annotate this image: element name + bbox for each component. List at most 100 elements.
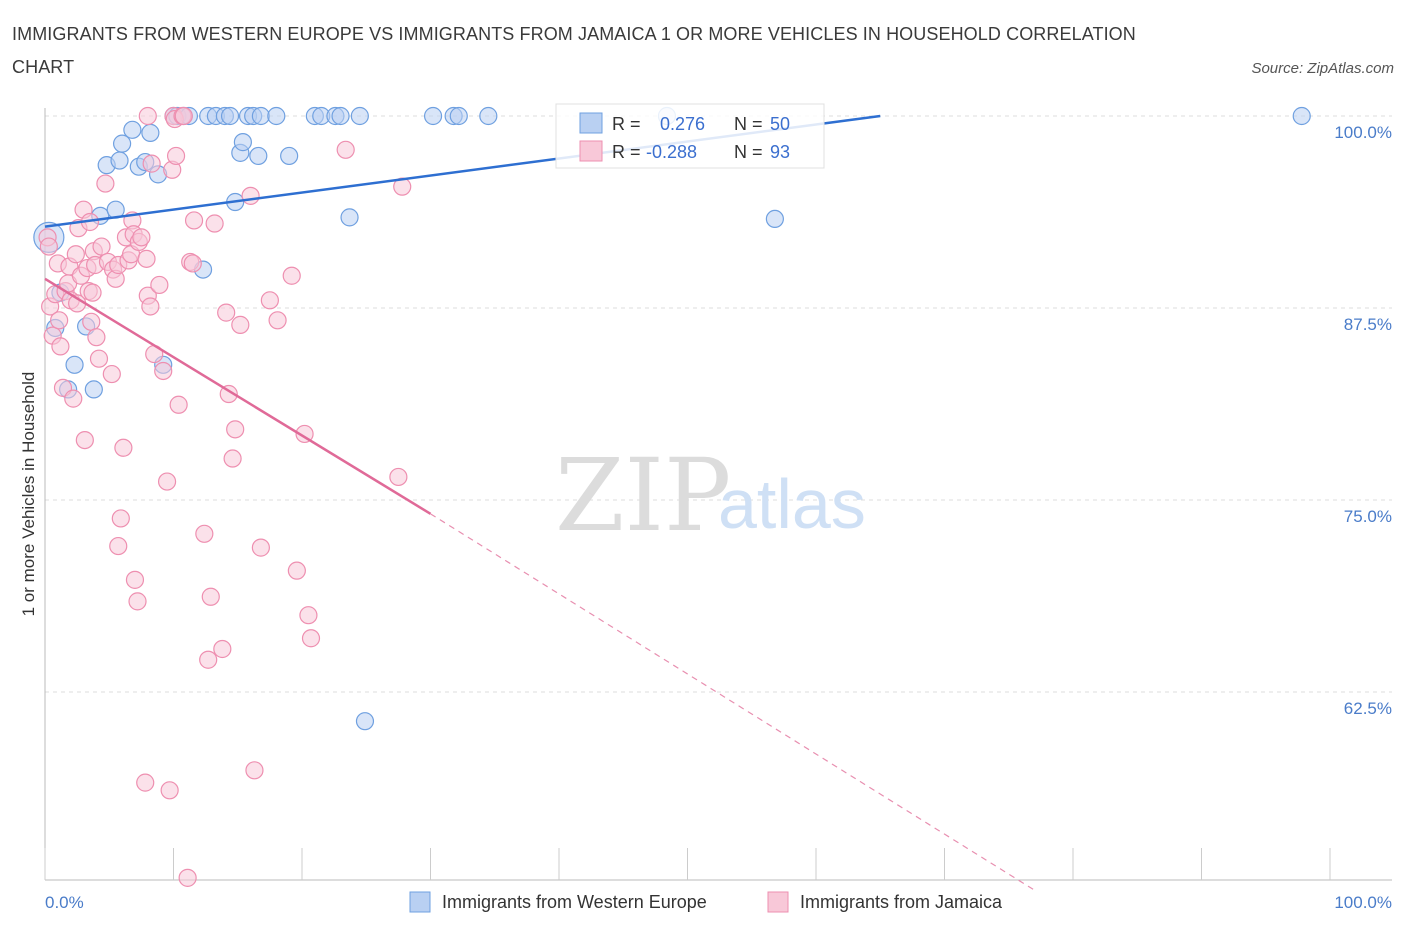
legend-label-jamaica: Immigrants from Jamaica xyxy=(800,892,1003,912)
point-series1-69 xyxy=(184,211,204,230)
data-points xyxy=(33,106,1311,887)
watermark: ZIP atlas xyxy=(555,437,866,554)
trend-line-series1 xyxy=(44,277,432,515)
point-series0-42 xyxy=(355,712,375,731)
point-series1-36 xyxy=(111,509,130,528)
point-series1-6 xyxy=(50,311,69,330)
point-series0-49 xyxy=(1292,106,1311,126)
point-series1-71 xyxy=(199,650,218,669)
point-series1-45 xyxy=(128,592,147,611)
point-series1-1 xyxy=(39,237,58,256)
point-series1-49 xyxy=(137,249,156,268)
point-series1-44 xyxy=(125,570,145,589)
point-series1-37 xyxy=(114,438,133,457)
stats-n-value-western-europe: 50 xyxy=(770,114,790,134)
point-series1-83 xyxy=(260,291,279,310)
point-series1-28 xyxy=(89,349,109,368)
point-series1-14 xyxy=(66,245,85,264)
point-series0-34 xyxy=(267,106,286,126)
point-series1-80 xyxy=(241,186,260,205)
point-series1-32 xyxy=(102,364,121,384)
point-series0-32 xyxy=(249,146,268,166)
point-series0-29 xyxy=(233,133,252,152)
stats-n-value-jamaica: 93 xyxy=(770,142,790,162)
y-tick-label-3: 62.5% xyxy=(1344,699,1392,718)
point-series0-40 xyxy=(340,208,359,227)
point-series1-24 xyxy=(83,283,102,302)
point-series1-76 xyxy=(219,384,238,404)
chart-title: IMMIGRANTS FROM WESTERN EUROPE VS IMMIGR… xyxy=(12,24,1136,77)
point-series1-81 xyxy=(245,761,264,780)
trend-line-dashed-series1 xyxy=(430,513,1035,891)
legend-swatch-jamaica xyxy=(767,891,789,913)
point-series1-66 xyxy=(178,868,197,887)
point-series0-48 xyxy=(765,209,784,229)
point-series0-4 xyxy=(65,355,84,374)
point-series1-72 xyxy=(201,587,220,606)
x-tick-label-1: 100.0% xyxy=(1334,893,1392,912)
stats-r-label-jamaica: R = xyxy=(612,142,641,162)
point-series1-84 xyxy=(268,311,287,330)
point-series1-74 xyxy=(213,639,232,659)
stats-n-label-jamaica: N = xyxy=(734,142,763,162)
point-series1-73 xyxy=(205,214,224,233)
stats-swatch-western-europe xyxy=(579,112,603,134)
point-series0-15 xyxy=(141,123,160,142)
point-series1-82 xyxy=(251,538,270,557)
point-series0-26 xyxy=(220,106,240,126)
point-series1-65 xyxy=(174,106,193,126)
point-series1-54 xyxy=(138,106,157,126)
point-series0-12 xyxy=(123,120,142,139)
point-series1-19 xyxy=(75,430,94,450)
point-series0-35 xyxy=(280,146,299,166)
point-series0-6 xyxy=(84,380,103,399)
point-series1-89 xyxy=(301,629,321,648)
legend-swatch-western-europe xyxy=(409,891,431,913)
point-series1-29 xyxy=(92,237,111,256)
point-series1-57 xyxy=(157,472,177,491)
point-series0-39 xyxy=(331,106,350,126)
point-series1-7 xyxy=(51,337,70,356)
y-axis-label: 1 or more Vehicles in Household xyxy=(19,372,38,617)
x-tick-labels: 0.0% 100.0% xyxy=(45,893,1392,912)
point-series1-77 xyxy=(223,449,242,468)
bottom-legend: Immigrants from Western Europe Immigrant… xyxy=(409,891,1003,913)
trend-lines xyxy=(44,114,1035,891)
point-series1-68 xyxy=(183,254,202,273)
point-series1-79 xyxy=(231,315,250,334)
point-series1-88 xyxy=(299,606,318,625)
point-series1-75 xyxy=(217,303,236,322)
point-series1-51 xyxy=(141,297,160,316)
stats-r-label-western-europe: R = xyxy=(612,114,641,134)
point-series1-13 xyxy=(64,389,83,408)
point-series1-56 xyxy=(154,361,173,381)
source-label: Source: ZipAtlas.com xyxy=(1251,60,1394,77)
watermark-atlas: atlas xyxy=(718,465,866,543)
point-series0-33 xyxy=(251,106,270,126)
watermark-zip: ZIP xyxy=(555,437,731,554)
point-series0-45 xyxy=(449,106,468,126)
point-series1-38 xyxy=(109,536,128,556)
y-tick-label-0: 100.0% xyxy=(1334,123,1392,142)
point-series0-46 xyxy=(479,106,498,126)
point-series0-41 xyxy=(350,106,369,126)
legend-label-western-europe: Immigrants from Western Europe xyxy=(442,892,707,912)
point-series1-91 xyxy=(389,467,408,487)
y-tick-label-1: 87.5% xyxy=(1344,315,1392,334)
point-series1-58 xyxy=(160,781,179,800)
point-series0-43 xyxy=(423,106,443,126)
point-series1-70 xyxy=(195,524,214,543)
point-series1-63 xyxy=(169,395,188,414)
point-series1-23 xyxy=(82,312,101,331)
x-tick-label-0: 0.0% xyxy=(45,893,84,912)
stats-legend: R = 0.276 N = 50 R = -0.288 N = 93 xyxy=(555,103,825,169)
point-series1-55 xyxy=(150,275,169,295)
point-series1-78 xyxy=(226,420,245,439)
stats-swatch-jamaica xyxy=(579,140,603,162)
stats-n-label-western-europe: N = xyxy=(734,114,763,134)
point-series1-30 xyxy=(96,174,115,193)
y-tick-label-2: 75.0% xyxy=(1344,507,1392,526)
point-series1-53 xyxy=(142,154,161,173)
stats-r-value-jamaica: -0.288 xyxy=(646,142,697,162)
